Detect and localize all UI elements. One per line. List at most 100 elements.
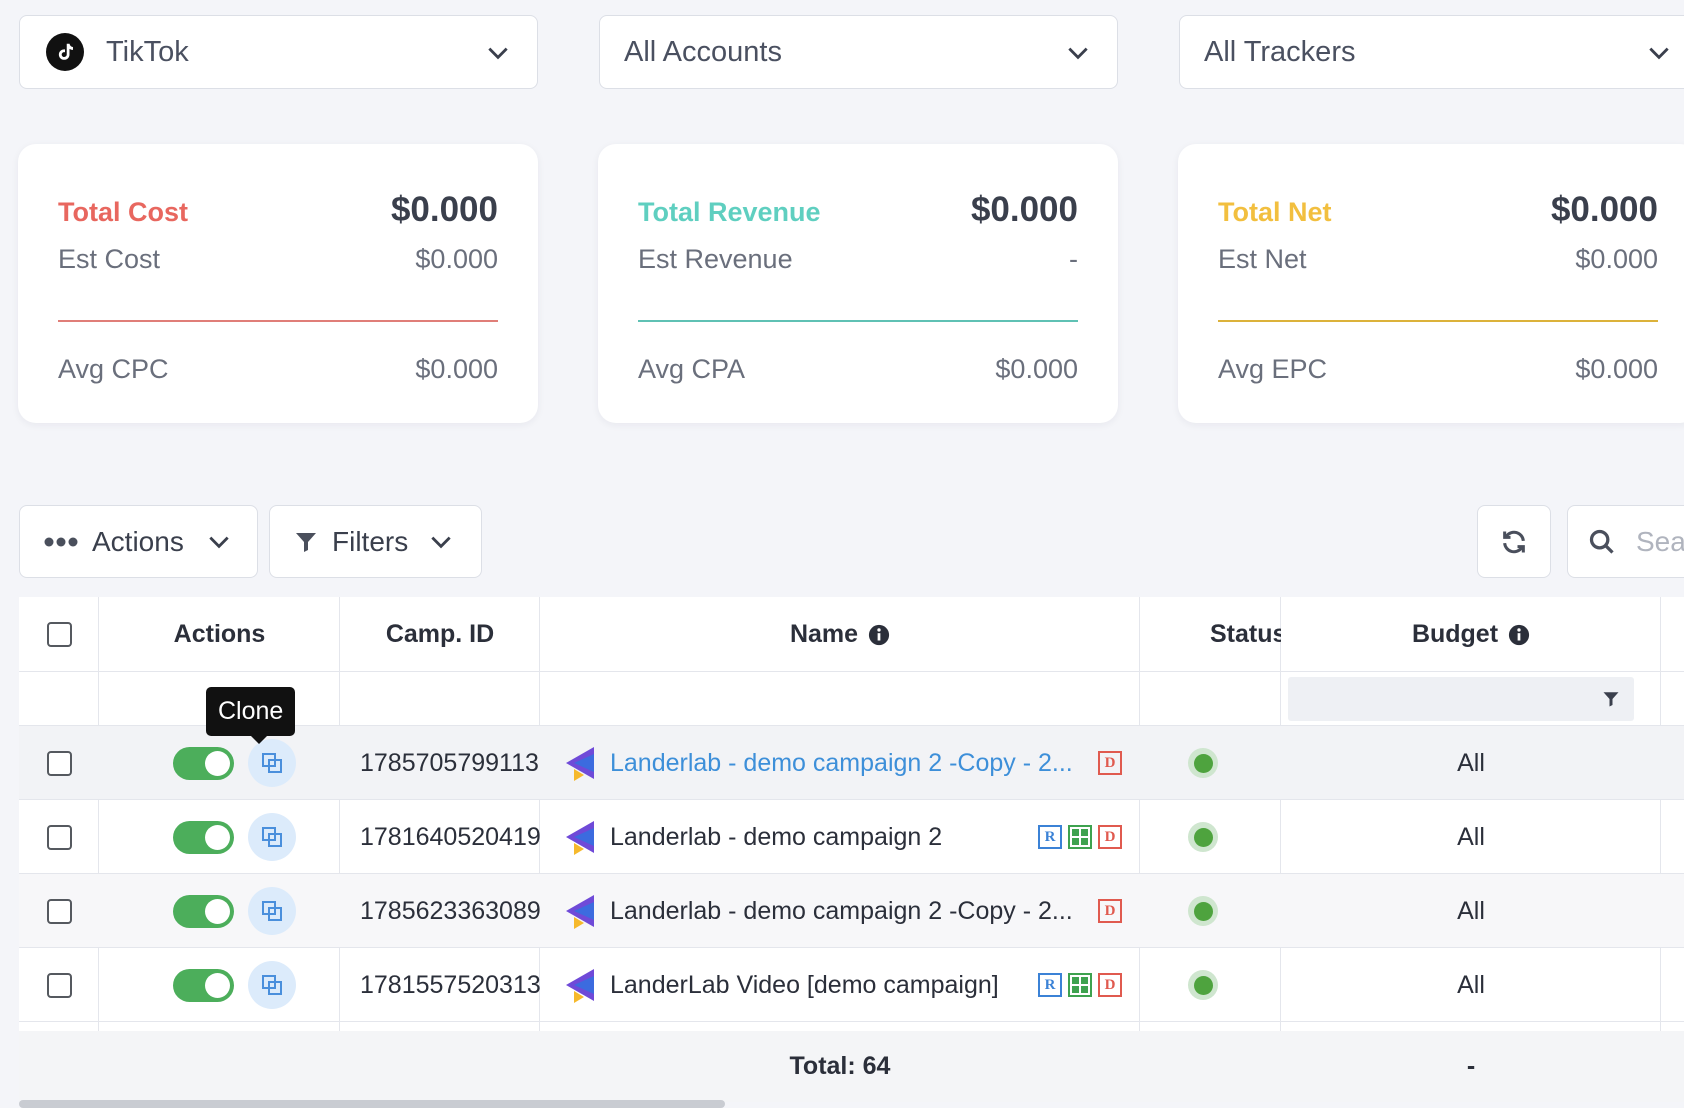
card-avg-label: Avg EPC (1218, 354, 1328, 384)
table-row[interactable]: 1785623363089 Landerlab - demo campaign … (19, 874, 1684, 948)
filter-icon (1603, 692, 1619, 707)
column-divider (99, 597, 340, 1102)
card-est-value: $0.000 (415, 244, 498, 274)
status-toggle[interactable] (173, 820, 234, 854)
column-divider (1281, 597, 1661, 1102)
card-est-value: - (1069, 244, 1078, 274)
column-header-label: Budget (1411, 620, 1499, 648)
budget-filter-input[interactable] (1288, 677, 1634, 721)
accounts-select[interactable]: All Accounts (599, 15, 1118, 89)
badge-r: R (1038, 973, 1062, 997)
filters-label: Filters (332, 525, 409, 557)
card-avg-label: Avg CPC (58, 354, 169, 384)
clone-button[interactable] (248, 961, 296, 1009)
filters-dropdown-button[interactable]: Filters (269, 505, 482, 578)
row-checkbox[interactable] (46, 898, 72, 924)
table-header-row: Actions Camp. ID Name Status Budget (19, 597, 1684, 672)
status-indicator (1188, 822, 1218, 852)
table-filter-row (19, 672, 1684, 726)
column-divider (340, 597, 540, 1102)
badge-d: D (1098, 825, 1122, 849)
campaign-id: 1785705799113 (360, 748, 539, 777)
card-avg-value: $0.000 (995, 354, 1078, 384)
total-revenue-card: Total Revenue $0.000 Est Revenue - Avg CPA… (598, 144, 1118, 423)
clone-icon (262, 975, 282, 995)
budget-total: - (1466, 1052, 1476, 1080)
card-total-value: $0.000 (970, 190, 1078, 229)
campaign-id: 1781557520313 (360, 970, 540, 999)
budget-value: All (1457, 896, 1485, 925)
clone-button[interactable] (248, 813, 296, 861)
column-header-actions[interactable]: Actions (173, 620, 266, 648)
table-row[interactable]: 1785705799113 Landerlab - demo campaign … (19, 726, 1684, 800)
more-dots-icon (44, 537, 78, 546)
card-total-value: $0.000 (390, 190, 498, 229)
row-checkbox[interactable] (46, 972, 72, 998)
chevron-down-icon (209, 536, 229, 548)
table-footer-row: Total: 64 - (19, 1031, 1684, 1102)
card-divider (638, 320, 1078, 322)
trackers-select-value: All Trackers (1204, 35, 1356, 68)
trackers-select[interactable]: All Trackers (1179, 15, 1684, 89)
card-avg-label: Avg CPA (638, 354, 746, 384)
column-header-label: Status (1210, 620, 1281, 648)
refresh-icon (1503, 530, 1525, 553)
clone-button[interactable] (248, 739, 296, 787)
card-est-label: Est Net (1218, 244, 1307, 274)
landerlab-logo-icon (566, 821, 594, 855)
column-header-name[interactable]: Name (540, 597, 1140, 672)
card-avg-value: $0.000 (415, 354, 498, 384)
chevron-down-icon (1068, 47, 1088, 60)
status-indicator (1188, 970, 1218, 1000)
info-icon (868, 624, 890, 645)
search-icon (1589, 529, 1614, 554)
table-row[interactable]: 1781557520313 LanderLab Video [demo camp… (19, 948, 1684, 1022)
platform-select-value: TikTok (106, 35, 189, 68)
card-est-label: Est Cost (58, 244, 161, 274)
clone-icon (262, 901, 282, 921)
campaign-name[interactable]: Landerlab - demo campaign 2 -Copy - 2... (610, 896, 1073, 925)
actions-dropdown-button[interactable]: Actions (19, 505, 258, 578)
filter-icon (296, 532, 316, 552)
column-header-status[interactable]: Status (1140, 597, 1281, 672)
campaign-name[interactable]: Landerlab - demo campaign 2 (610, 822, 943, 851)
card-divider (1218, 320, 1658, 322)
grid-badge-icon (1068, 825, 1092, 849)
platform-select[interactable]: TikTok (19, 15, 538, 89)
column-divider (1140, 597, 1281, 1102)
campaign-name[interactable]: LanderLab Video [demo campaign] (610, 970, 999, 999)
table-row[interactable]: 1781640520419 Landerlab - demo campaign … (19, 800, 1684, 874)
status-toggle[interactable] (173, 968, 234, 1002)
tiktok-icon (46, 33, 84, 71)
column-header-budget[interactable]: Budget (1281, 597, 1661, 672)
status-toggle[interactable] (173, 746, 234, 780)
landerlab-logo-icon (566, 895, 594, 929)
refresh-button[interactable] (1477, 505, 1551, 578)
column-header-camp-id[interactable]: Camp. ID (340, 597, 540, 672)
card-title: Total Net (1218, 197, 1332, 227)
select-all-checkbox[interactable] (46, 622, 72, 647)
row-checkbox[interactable] (46, 824, 72, 850)
card-est-label: Est Revenue (638, 244, 793, 274)
search-placeholder: Sea (1636, 525, 1684, 557)
badge-r: R (1038, 825, 1062, 849)
campaign-name-link[interactable]: Landerlab - demo campaign 2 -Copy - 2... (610, 748, 1073, 777)
total-count: Total: 64 (789, 1052, 891, 1080)
landerlab-logo-icon (566, 747, 594, 781)
column-divider (19, 597, 99, 1102)
status-toggle[interactable] (173, 894, 234, 928)
row-checkbox[interactable] (46, 750, 72, 776)
column-header-label: Name (789, 620, 859, 648)
clone-button[interactable] (248, 887, 296, 935)
chevron-down-icon (1649, 47, 1669, 60)
card-divider (58, 320, 498, 322)
status-indicator (1188, 896, 1218, 926)
status-indicator (1188, 748, 1218, 778)
horizontal-scrollbar[interactable] (19, 1100, 725, 1108)
card-title: Total Cost (58, 197, 188, 227)
search-input[interactable]: Sea (1567, 505, 1684, 578)
clone-icon (262, 827, 282, 847)
chevron-down-icon (488, 47, 508, 60)
column-header-label: Camp. ID (385, 620, 495, 648)
clone-icon (262, 753, 282, 773)
